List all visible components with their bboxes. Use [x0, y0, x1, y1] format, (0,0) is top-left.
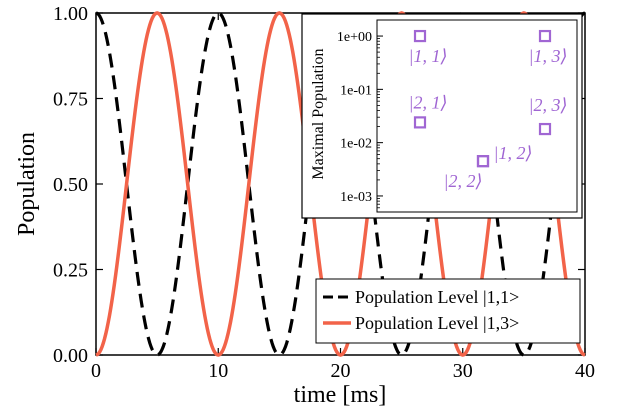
- inset-panel: [301, 13, 583, 219]
- inset-y-tick-label: 1e-01: [340, 83, 372, 98]
- series-line-level-1-1: [95, 11, 586, 357]
- x-tick-label: 10: [208, 360, 228, 382]
- inset-y-tick-label: 1e-02: [340, 137, 372, 152]
- inset-point-label: |2, 2⟩: [444, 171, 483, 191]
- inset-point-marker: [538, 29, 552, 43]
- y-axis-title: Population: [14, 132, 40, 236]
- inset-points-group: |1, 1⟩ |2, 1⟩ |2, 2⟩ |1, 2⟩ |1, 3⟩ |2, 3⟩: [409, 29, 568, 191]
- inset-point-marker: [413, 29, 427, 43]
- x-axis-title: time [ms]: [294, 382, 387, 408]
- legend-box: [315, 278, 581, 344]
- x-tick-label: 30: [453, 360, 473, 382]
- y-tick-label: 0.25: [53, 260, 88, 282]
- inset-point-label: |1, 3⟩: [529, 46, 568, 66]
- y-tick-label: 1.00: [53, 3, 88, 25]
- inset-y-axis-title: Maximal Population: [310, 48, 327, 179]
- legend-label-level-1-3: Population Level |1,3>: [355, 313, 519, 333]
- x-tick-label: 40: [575, 360, 595, 382]
- x-tick-label: 20: [331, 360, 351, 382]
- inset-point-marker: [538, 122, 552, 136]
- inset-point-label: |2, 1⟩: [409, 92, 448, 112]
- y-tick-label: 0.50: [53, 174, 88, 196]
- main-axis-ticks: 0 10 20 30 40 0.00 0.25 0.50 0.75 1.00: [53, 3, 595, 382]
- inset-point-label: |1, 1⟩: [409, 46, 448, 66]
- y-tick-label: 0.75: [53, 89, 88, 111]
- inset-plot-frame: [376, 19, 578, 213]
- inset-axis-ticks: 1e+00 1e-01 1e-02 1e-03: [337, 30, 383, 213]
- x-tick-label: 0: [91, 360, 101, 382]
- inset-point-marker: [476, 155, 490, 168]
- y-tick-label: 0.00: [53, 345, 88, 367]
- legend-label-level-1-1: Population Level |1,1>: [355, 287, 519, 307]
- inset-y-tick-label: 1e-03: [340, 190, 372, 205]
- inset-point-marker: [413, 116, 427, 129]
- inset-point-label: |1, 2⟩: [494, 143, 533, 163]
- inset-point-label: |2, 3⟩: [529, 95, 568, 115]
- inset-y-tick-label: 1e+00: [337, 30, 372, 45]
